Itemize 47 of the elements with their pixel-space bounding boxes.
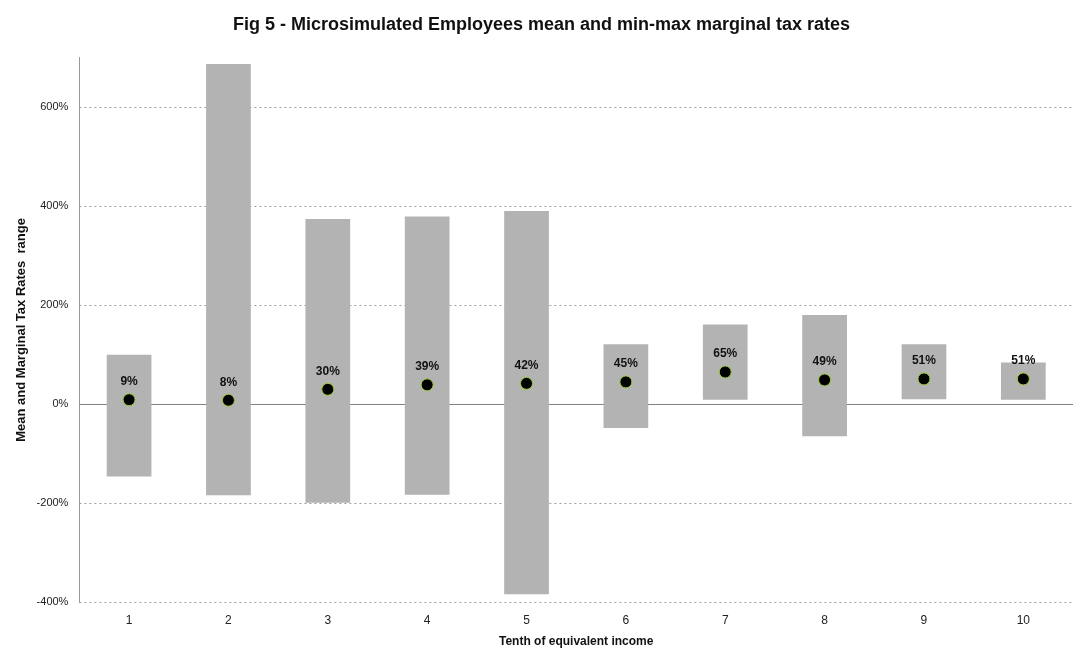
bar <box>504 211 549 595</box>
y-axis-title: Mean and Marginal Tax Rates range <box>13 218 29 442</box>
bar <box>901 344 947 400</box>
point <box>221 393 235 407</box>
data-label: 65% <box>713 346 738 361</box>
data-label: 51% <box>1011 353 1036 368</box>
y-tick-label: -400% <box>36 595 69 608</box>
data-label: 30% <box>315 363 341 378</box>
x-tick-label: 7 <box>721 612 729 627</box>
y-tick-label: 0% <box>52 397 69 410</box>
point <box>619 375 633 389</box>
y-tick-label: -200% <box>36 496 69 509</box>
x-tick-label: 4 <box>423 612 431 627</box>
bar <box>106 354 152 477</box>
point <box>122 393 136 407</box>
data-label: 45% <box>613 356 639 371</box>
y-tick-label: 600% <box>40 100 69 113</box>
y-tick-label: 400% <box>40 199 69 212</box>
bar <box>305 219 351 503</box>
data-label: 9% <box>120 374 139 389</box>
x-tick-label: 6 <box>622 612 630 627</box>
data-label: 49% <box>812 354 837 369</box>
point <box>520 376 534 390</box>
x-tick-label: 1 <box>125 612 133 627</box>
point <box>818 373 832 387</box>
bar <box>1000 362 1046 400</box>
data-label: 51% <box>911 353 937 368</box>
x-tick-label: 9 <box>920 612 928 627</box>
data-label: 39% <box>415 359 440 374</box>
x-axis-title: Tenth of equivalent income <box>498 634 654 649</box>
x-tick-label: 5 <box>523 612 531 627</box>
bar <box>404 216 450 495</box>
chart-title: Fig 5 - Microsimulated Employees mean and min-max marginal tax rates <box>232 13 851 34</box>
point <box>420 378 434 392</box>
bar <box>802 315 847 437</box>
x-tick-label: 10 <box>1016 612 1031 627</box>
bar <box>702 324 748 400</box>
y-tick-label: 200% <box>40 298 69 311</box>
point <box>718 365 732 379</box>
x-tick-label: 8 <box>821 612 829 627</box>
data-label: 42% <box>514 357 539 372</box>
x-tick-label: 3 <box>324 612 332 627</box>
x-tick-label: 2 <box>225 612 233 627</box>
bar <box>206 64 251 496</box>
bar <box>603 344 649 428</box>
point <box>321 382 335 396</box>
data-label: 8% <box>219 374 238 389</box>
